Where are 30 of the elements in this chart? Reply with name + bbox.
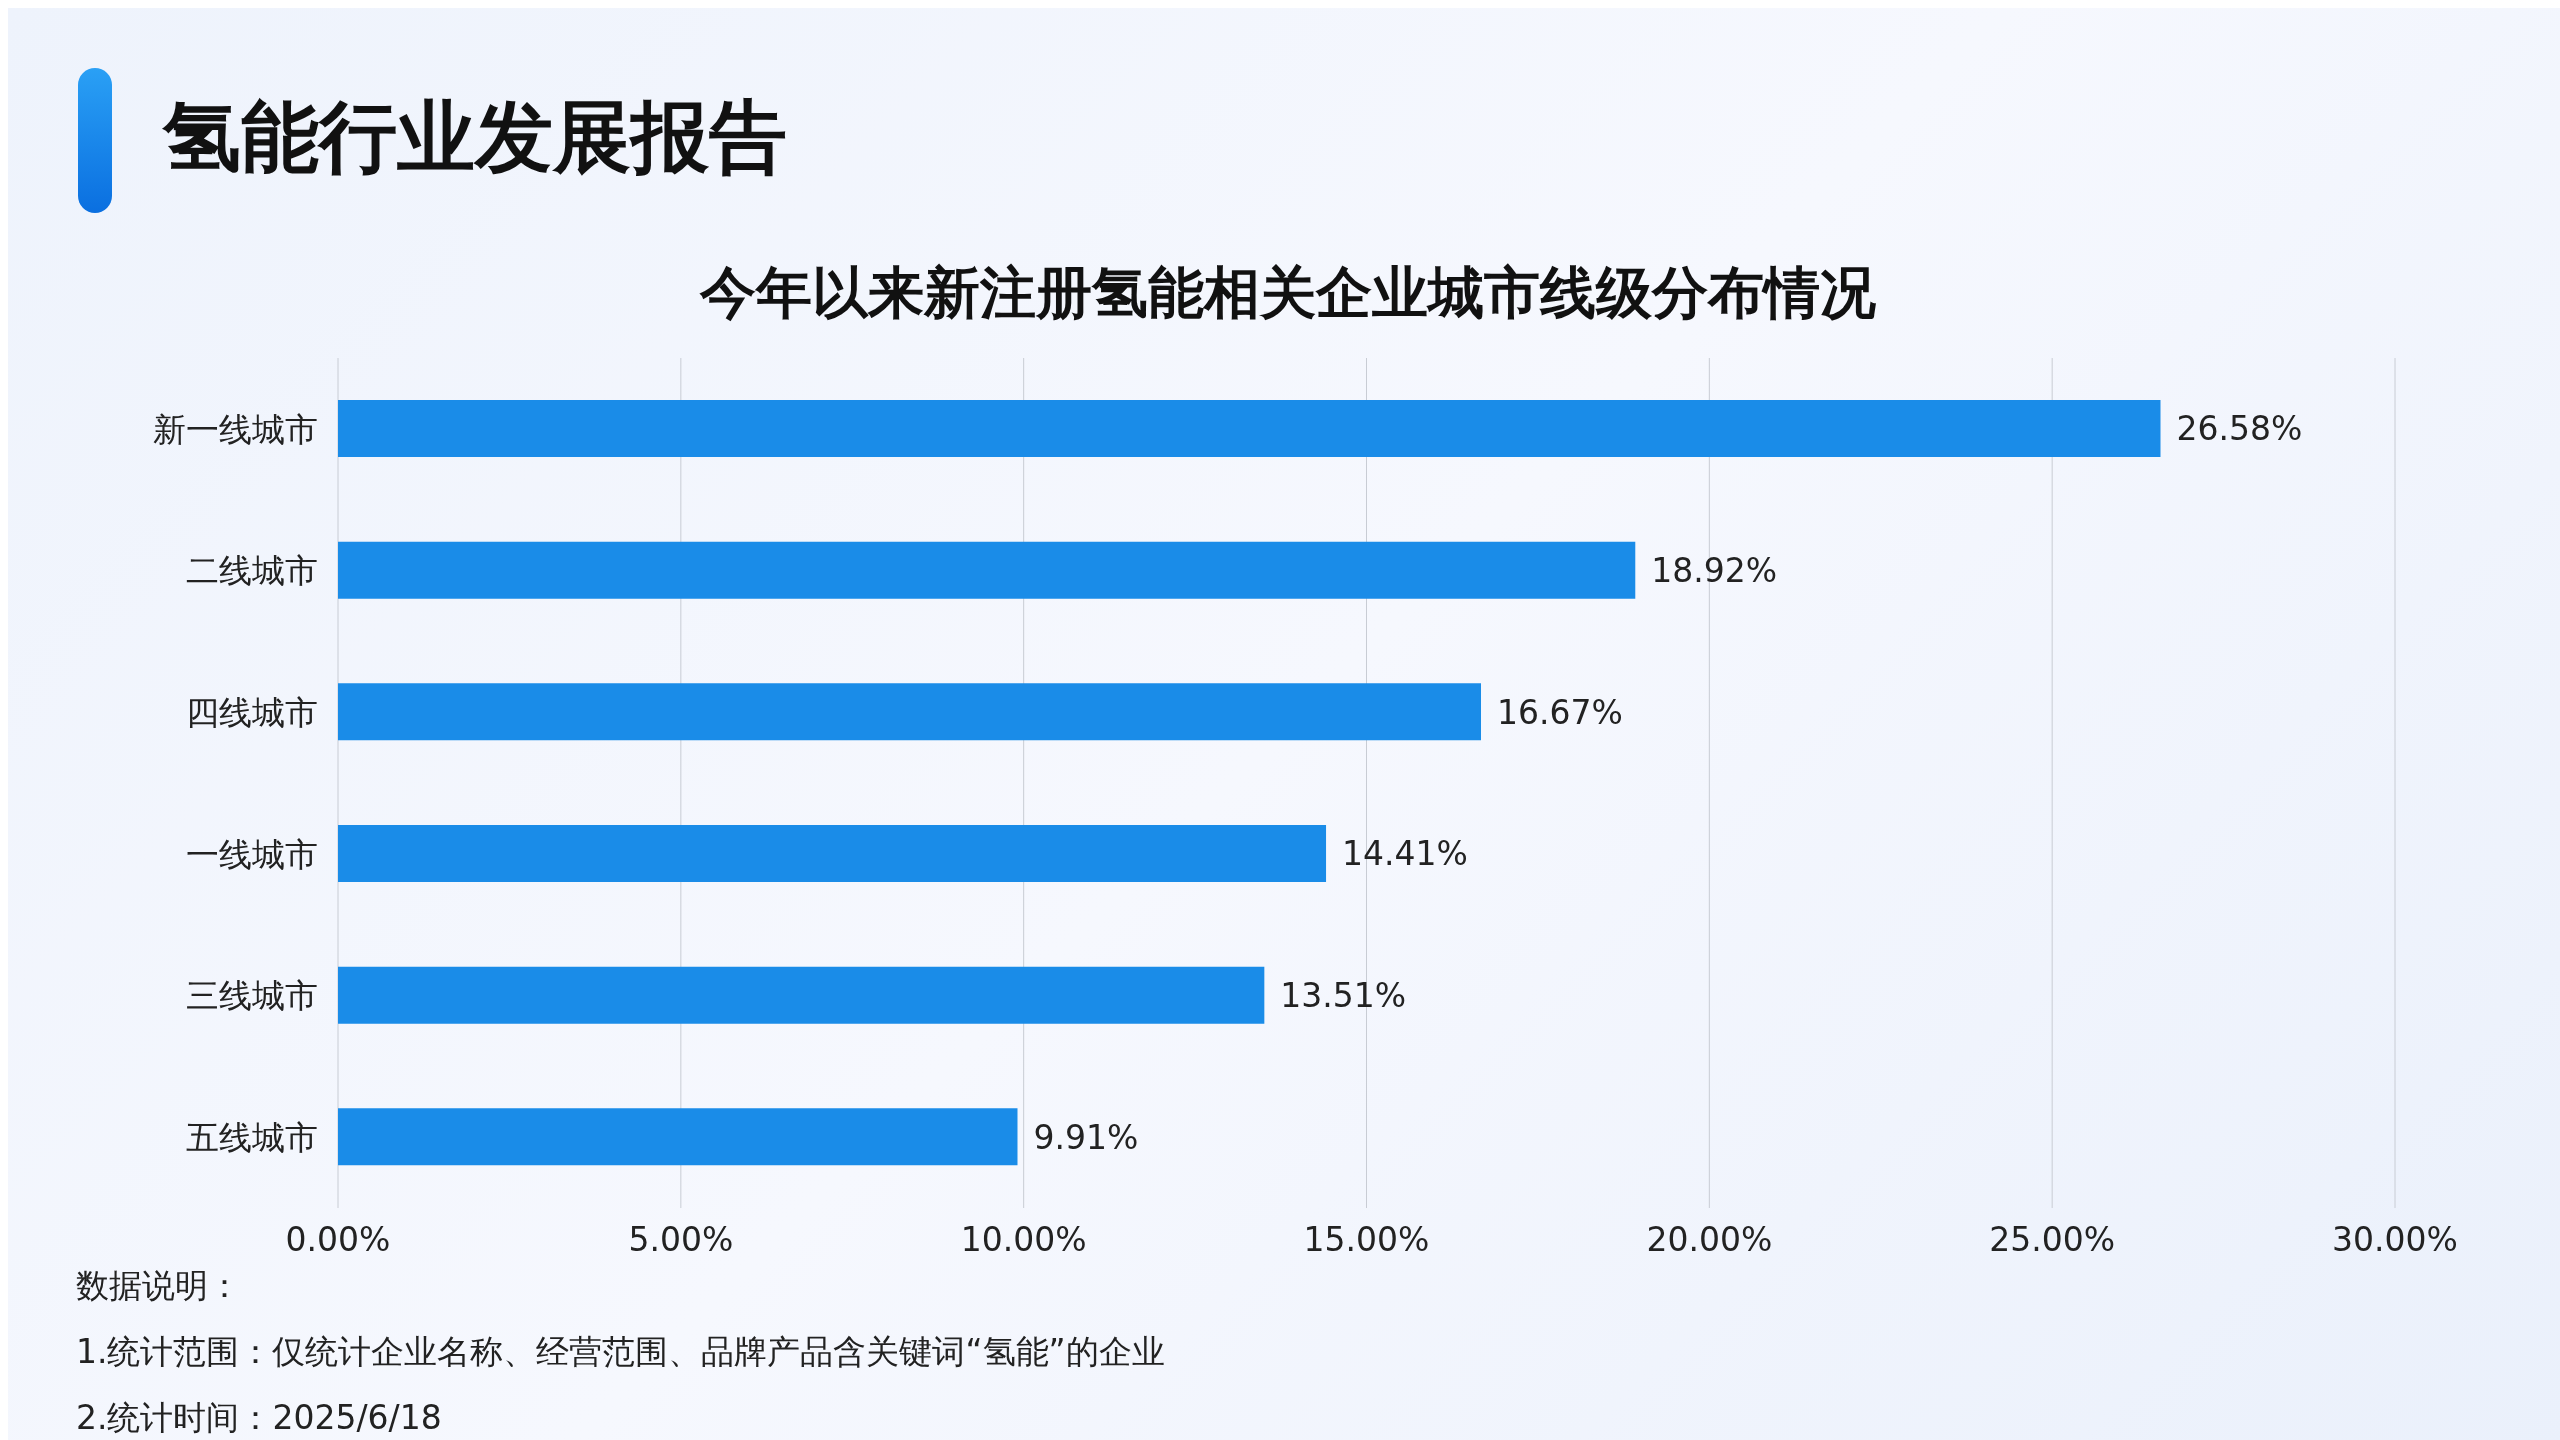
x-tick-label: 25.00% <box>1989 1220 2116 1260</box>
x-tick-label: 15.00% <box>1303 1220 1430 1260</box>
text: 2.统计时间：2025/6/18 <box>76 1397 443 1439</box>
data-label: 26.58% <box>2176 409 2303 449</box>
data-label: 9.91% <box>1033 1117 1139 1157</box>
y-tick-label: 五线城市 <box>186 1117 318 1157</box>
bar <box>338 541 1636 599</box>
x-tick-label: 0.00% <box>285 1220 391 1260</box>
x-tick-label: 5.00% <box>628 1220 734 1260</box>
bar <box>338 1108 1018 1166</box>
bar <box>338 683 1482 741</box>
x-tick-label: 20.00% <box>1646 1220 1773 1260</box>
y-tick-label: 一线城市 <box>186 834 318 874</box>
data-label: 13.51% <box>1280 975 1407 1015</box>
data-label: 16.67% <box>1497 692 1623 732</box>
bar <box>338 966 1265 1024</box>
y-tick-label: 二线城市 <box>186 551 318 591</box>
y-tick-label: 四线城市 <box>186 692 318 732</box>
chart-subtitle: 今年以来新注册氢能相关企业城市线级分布情况 <box>698 259 1877 327</box>
x-tick-label: 30.00% <box>2332 1220 2458 1260</box>
y-tick-label: 新一线城市 <box>153 409 318 449</box>
x-tick-label: 10.00% <box>960 1220 1087 1260</box>
data-label: 14.41% <box>1342 834 1468 874</box>
y-tick-label: 三线城市 <box>186 976 318 1016</box>
text: 1.统计范围：仅统计企业名称、经营范围、品牌产品含关键词“氢能”的企业 <box>76 1331 1165 1373</box>
text: 数据说明： <box>76 1266 241 1305</box>
data-label: 18.92% <box>1651 550 1778 590</box>
chart-title: 氢能行业发展报告 <box>163 91 787 184</box>
bar <box>338 400 2161 457</box>
bar <box>338 825 1327 882</box>
